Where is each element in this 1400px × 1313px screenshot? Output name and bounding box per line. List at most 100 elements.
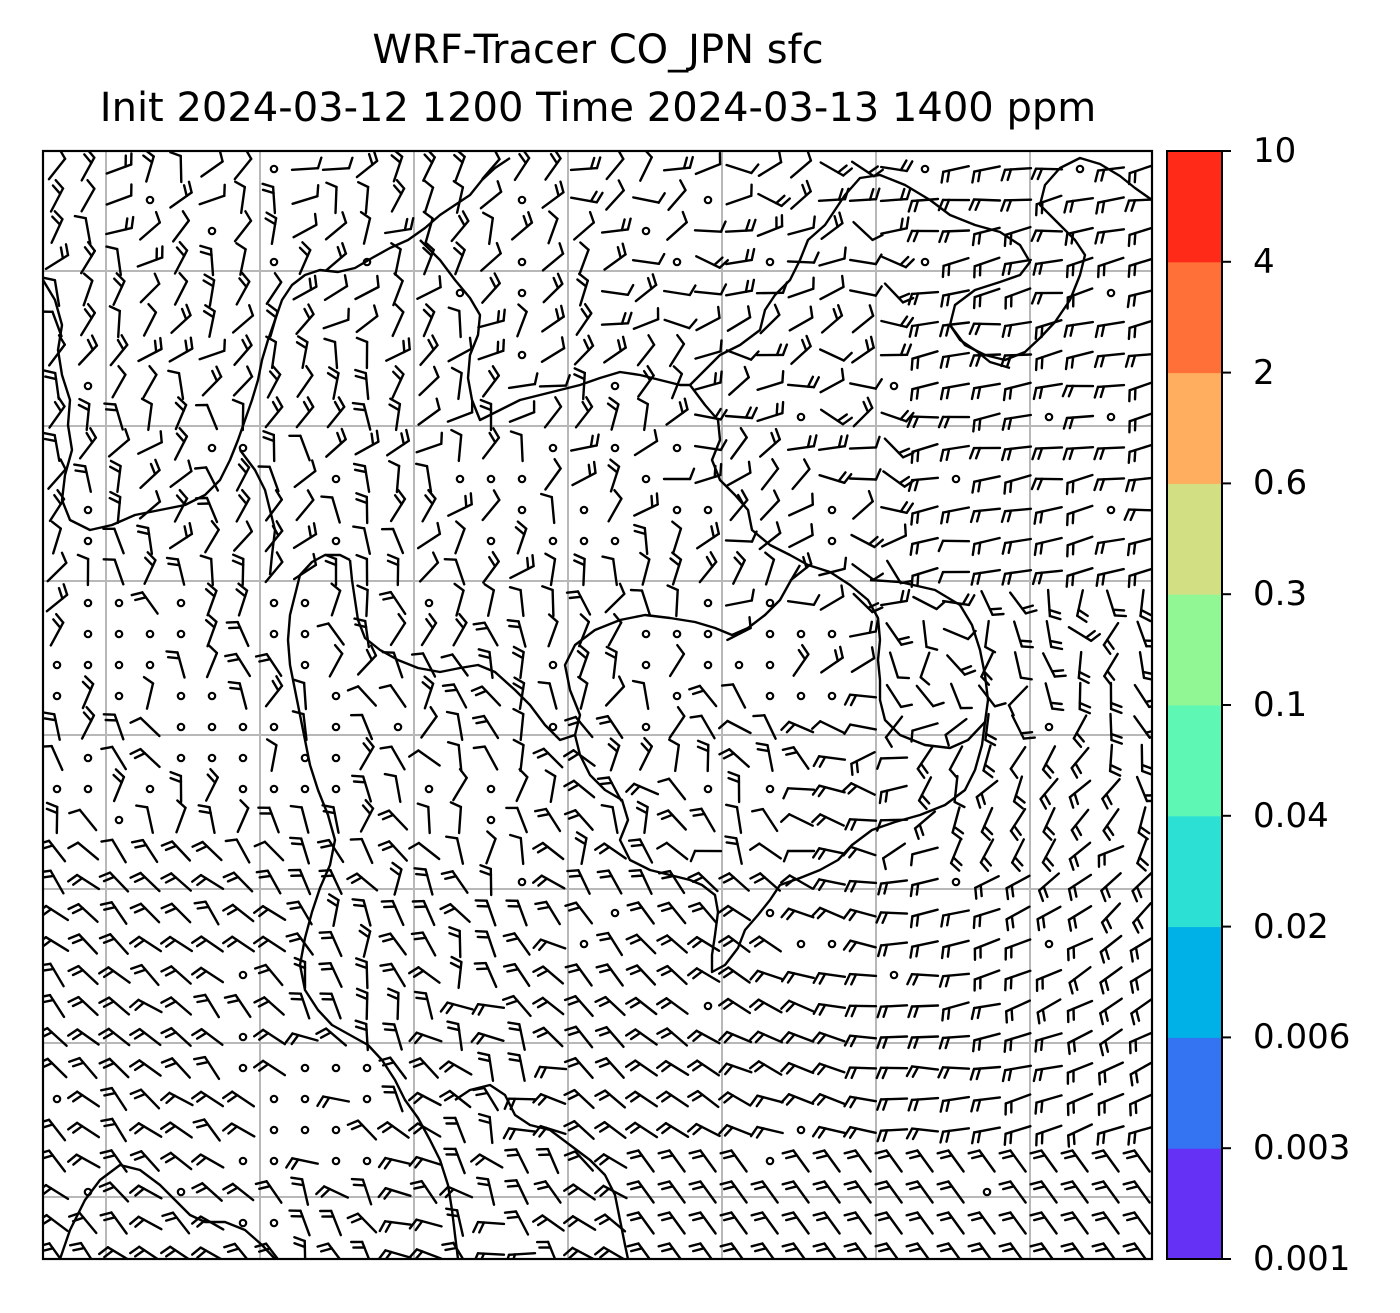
wind-barb-feather: [1065, 481, 1069, 496]
calm-marker: [52, 691, 62, 701]
wind-barb-shaft: [576, 590, 592, 616]
wind-barb-feather: [351, 774, 365, 778]
wind-barb-feather: [844, 818, 852, 831]
wind-barb-shaft: [292, 285, 318, 301]
wind-barb-feather: [688, 1149, 702, 1155]
wind-barb-feather: [573, 367, 586, 375]
wind-barb-shaft: [395, 464, 401, 494]
wind-barb-feather: [1104, 1039, 1110, 1053]
wind-barb-feather: [100, 1117, 114, 1123]
wind-barb-feather: [689, 807, 703, 812]
wind-barb-feather: [943, 415, 951, 429]
wind-barb-feather: [129, 902, 143, 910]
wind-barb-shaft: [790, 345, 812, 365]
wind-barb-feather: [1093, 385, 1100, 399]
wind-barb-feather: [534, 807, 548, 813]
wind-barb-shaft: [206, 589, 218, 617]
wind-barb-feather: [1030, 291, 1038, 305]
wind-barb-shaft: [787, 1031, 815, 1043]
wind-barb-feather: [842, 167, 853, 177]
wind-barb-shaft: [331, 496, 341, 524]
wind-barb-feather: [755, 742, 769, 747]
wind-barb-shaft: [203, 993, 221, 1019]
wind-barb-shaft: [513, 156, 531, 182]
wind-barb-shaft: [113, 527, 125, 555]
wind-barb-feather: [705, 555, 714, 568]
wind-barb-shaft: [758, 531, 782, 551]
calm-marker: [920, 257, 930, 267]
wind-barb-feather: [946, 944, 951, 958]
wind-barb-feather: [464, 494, 468, 509]
wind-barb-feather: [620, 218, 626, 232]
wind-barb-shaft: [942, 444, 970, 452]
wind-barb-feather: [1008, 386, 1013, 400]
wind-barb-shaft: [76, 1028, 100, 1046]
calm-marker: [176, 629, 186, 639]
wind-barb-feather: [1001, 448, 1007, 462]
wind-barb-shaft: [1099, 966, 1123, 984]
calm-marker: [269, 1156, 279, 1166]
wind-barb-shaft: [698, 684, 718, 708]
wind-barb-feather: [979, 883, 983, 898]
wind-barb-shaft: [78, 436, 98, 460]
wind-barb-feather: [812, 878, 821, 890]
wind-barb-shaft: [951, 806, 961, 834]
wind-barb-shaft: [420, 715, 438, 739]
wind-barb-shaft: [457, 1022, 463, 1052]
wind-barb-feather: [439, 1001, 449, 1013]
wind-barb-feather: [945, 1098, 951, 1113]
calm-marker: [331, 474, 341, 484]
calm-marker: [176, 753, 186, 763]
wind-barb-feather: [754, 1185, 768, 1191]
wind-barb-feather: [801, 183, 808, 197]
wind-barb-shaft: [264, 684, 284, 708]
wind-barb-feather: [605, 645, 618, 654]
wind-barb-feather: [594, 995, 607, 1003]
wind-barb-feather: [946, 293, 951, 307]
wind-barb-shaft: [695, 255, 721, 269]
wind-barb-feather: [842, 939, 852, 951]
wind-barb-shaft: [107, 996, 131, 1016]
wind-barb-shaft: [693, 229, 723, 233]
wind-barb-feather: [774, 427, 781, 441]
wind-barb-shaft: [668, 1242, 683, 1259]
wind-barb-feather: [1133, 572, 1137, 587]
wind-barb-shaft: [725, 289, 753, 297]
wind-barb-shaft: [208, 279, 216, 307]
wind-barb-shaft: [264, 529, 284, 553]
wind-barb-shaft: [139, 902, 161, 924]
wind-barb-shaft: [884, 715, 904, 739]
wind-barb-feather: [1134, 1070, 1139, 1084]
wind-barb-shaft: [394, 248, 402, 276]
colorbar-tick-label: 4: [1253, 241, 1275, 282]
calm-marker: [703, 505, 713, 515]
calm-marker: [982, 1187, 992, 1197]
wind-barb-shaft: [735, 837, 743, 865]
wind-barb-shaft: [973, 382, 1001, 390]
wind-barb-feather: [918, 823, 925, 837]
calm-marker: [920, 164, 930, 174]
wind-barb-feather: [160, 902, 174, 910]
wind-barb-shaft: [570, 444, 598, 452]
wind-barb-feather: [817, 1127, 827, 1139]
wind-barb-shaft: [550, 495, 556, 525]
wind-barb-feather: [380, 899, 394, 903]
wind-barb-shaft: [949, 837, 963, 865]
wind-barb-feather: [1067, 384, 1075, 398]
wind-barb-feather: [350, 1177, 365, 1181]
calm-marker: [362, 1156, 372, 1166]
wind-barb-shaft: [944, 717, 968, 737]
wind-barb-feather: [129, 1150, 143, 1157]
wind-barb-shaft: [477, 319, 505, 329]
wind-barb-feather: [660, 813, 674, 821]
wind-barb-feather: [847, 1247, 861, 1253]
wind-barb-shaft: [302, 681, 308, 711]
wind-barb-shaft: [849, 723, 877, 731]
wind-barb-feather: [905, 1127, 914, 1140]
wind-barb-feather: [533, 372, 539, 386]
wind-barb-feather: [181, 210, 191, 222]
wind-barb-shaft: [424, 868, 434, 896]
wind-barb-shaft: [666, 221, 688, 241]
wind-barb-shaft: [513, 932, 531, 956]
